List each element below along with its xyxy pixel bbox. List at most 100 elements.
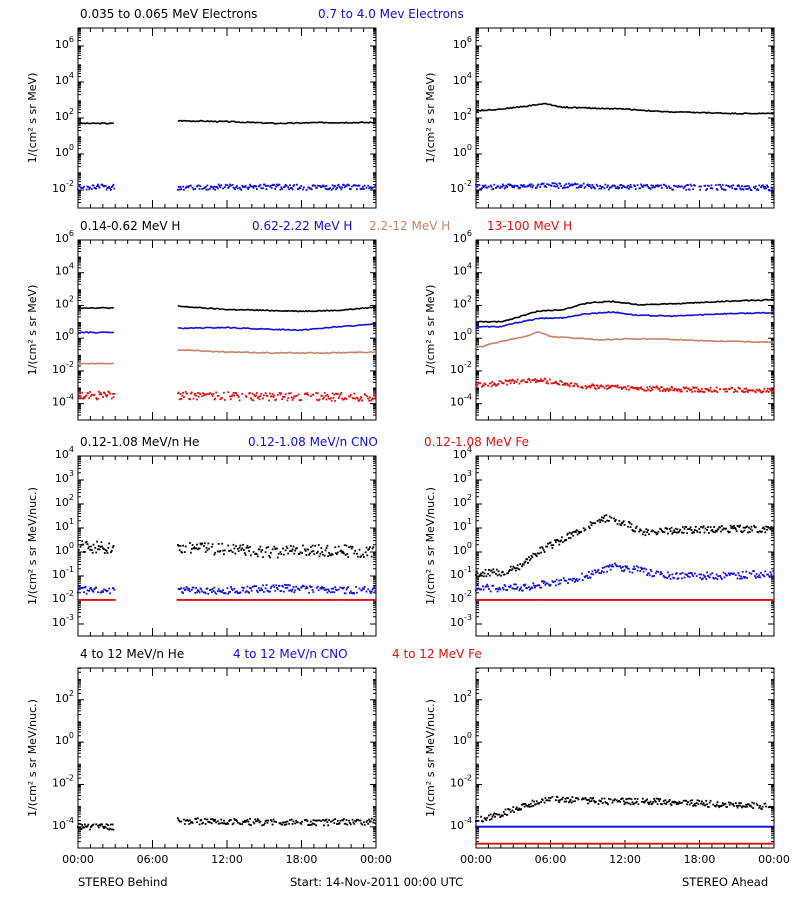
- data-point: [507, 825, 510, 828]
- data-point: [705, 388, 708, 390]
- data-point: [249, 183, 251, 186]
- data-point: [568, 531, 571, 534]
- data-point: [360, 188, 363, 190]
- data-point: [588, 385, 591, 387]
- data-point: [256, 188, 258, 190]
- data-point: [293, 184, 296, 186]
- data-point: [348, 819, 350, 822]
- data-point: [650, 530, 653, 533]
- data-point: [627, 599, 629, 601]
- data-point: [708, 801, 711, 804]
- data-point: [690, 599, 693, 601]
- data-point: [501, 825, 504, 828]
- data-point: [638, 530, 641, 533]
- data-point: [201, 542, 204, 545]
- data-point: [180, 188, 183, 190]
- data-point: [629, 526, 632, 528]
- data-point: [541, 580, 544, 582]
- data-point: [751, 599, 753, 601]
- data-point: [189, 599, 192, 601]
- data-point: [745, 570, 748, 573]
- data-point: [618, 599, 620, 601]
- data-point: [744, 391, 747, 393]
- data-point: [682, 531, 685, 534]
- data-point: [714, 531, 716, 534]
- data-point: [251, 392, 254, 395]
- data-point: [542, 182, 545, 185]
- data-point: [305, 554, 308, 556]
- data-point: [725, 527, 728, 530]
- data-point: [688, 803, 691, 806]
- data-point: [320, 599, 323, 601]
- y-tick-label: 106: [453, 229, 472, 245]
- data-point: [705, 599, 707, 601]
- data-point: [318, 599, 321, 601]
- data-point: [538, 599, 541, 601]
- data-point: [662, 800, 665, 802]
- y-tick-label: 10-1: [52, 565, 74, 581]
- data-point: [194, 592, 197, 594]
- data-point: [264, 551, 267, 554]
- data-point: [329, 187, 331, 189]
- data-point: [323, 587, 325, 589]
- data-point: [681, 801, 683, 804]
- data-point: [260, 187, 263, 190]
- data-point: [110, 599, 113, 601]
- data-point: [645, 568, 648, 571]
- data-point: [617, 565, 620, 568]
- data-point: [91, 551, 94, 554]
- data-point: [646, 599, 648, 601]
- data-point: [679, 802, 682, 804]
- data-point: [212, 599, 214, 601]
- data-point: [269, 392, 271, 395]
- data-point: [476, 383, 479, 386]
- data-point: [262, 599, 265, 601]
- data-point: [178, 549, 181, 552]
- data-point: [692, 825, 695, 828]
- data-point: [569, 578, 572, 581]
- data-point: [729, 524, 732, 527]
- data-point: [529, 381, 532, 384]
- data-point: [575, 825, 578, 828]
- data-point: [283, 824, 286, 826]
- data-point: [686, 390, 688, 393]
- data-point: [305, 189, 308, 191]
- data-point: [263, 183, 266, 186]
- data-point: [661, 842, 664, 845]
- data-point: [719, 575, 721, 577]
- data-point: [95, 823, 98, 826]
- data-point: [570, 183, 573, 186]
- data-point: [623, 569, 626, 572]
- data-point: [329, 591, 332, 594]
- data-point: [489, 184, 492, 187]
- data-point: [606, 570, 608, 573]
- data-point: [703, 531, 706, 534]
- data-point: [310, 599, 313, 601]
- data-point: [634, 842, 637, 845]
- data-point: [691, 599, 694, 601]
- data-point: [272, 396, 275, 398]
- data-point: [282, 395, 284, 398]
- data-point: [515, 808, 517, 810]
- data-point: [314, 544, 317, 547]
- data-point: [217, 395, 220, 397]
- data-point: [649, 842, 652, 845]
- data-point: [374, 822, 377, 825]
- data-point: [660, 599, 663, 601]
- data-point: [88, 397, 91, 399]
- data-point: [568, 384, 570, 387]
- data-point: [758, 388, 761, 391]
- data-point: [740, 802, 742, 805]
- data-point: [347, 556, 350, 558]
- data-point: [661, 390, 664, 392]
- data-point: [237, 396, 240, 398]
- data-point: [244, 554, 247, 556]
- data-point: [337, 397, 340, 400]
- data-point: [349, 592, 351, 594]
- data-point: [586, 842, 589, 845]
- data-point: [224, 599, 227, 601]
- data-point: [644, 825, 647, 828]
- data-point: [500, 825, 503, 828]
- data-point: [495, 572, 497, 575]
- data-point: [553, 842, 555, 845]
